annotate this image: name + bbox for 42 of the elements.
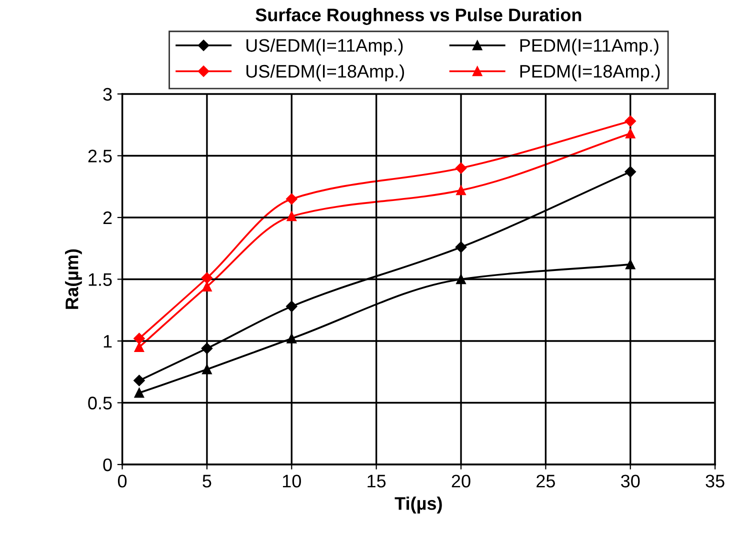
x-tick-label: 35 (706, 474, 724, 488)
y-tick-label: 1 (104, 335, 112, 348)
x-tick-label: 10 (282, 474, 301, 488)
point (134, 342, 144, 352)
y-tick-label: 3 (103, 88, 112, 101)
point (286, 193, 298, 205)
point (455, 162, 467, 174)
point (456, 185, 466, 196)
point (286, 334, 296, 344)
x-tick-label: 30 (621, 474, 640, 488)
point (202, 364, 212, 374)
point (201, 272, 213, 284)
legend-label: US/EDM(I=18Amp.) (246, 64, 404, 82)
y-tick-label: 1.5 (88, 273, 112, 286)
x-tick-label: 15 (368, 474, 386, 488)
y-tick-label: 0 (103, 458, 112, 472)
legend-label: PEDM(I=18Amp.) (520, 64, 660, 82)
point (134, 374, 145, 386)
point (202, 282, 212, 292)
x-tick-label: 20 (452, 474, 470, 488)
chart-title: Surface Roughness vs Pulse Duration (256, 8, 582, 25)
x-tick-label: 5 (202, 474, 212, 488)
y-axis-title: Ra(µm) (65, 249, 82, 309)
x-axis-title: Ti(µs) (394, 496, 442, 514)
point (455, 242, 467, 253)
point (286, 211, 296, 222)
point (624, 116, 636, 127)
legend-label: PEDM(I=11Amp.) (520, 38, 658, 56)
point (626, 128, 636, 138)
y-tick-label: 2.5 (88, 150, 112, 162)
point (456, 274, 466, 284)
y-tick-label: 2 (103, 211, 112, 224)
x-tick-label: 25 (536, 474, 555, 488)
y-tick-label: 0.5 (88, 396, 112, 410)
point (134, 388, 144, 398)
point (134, 332, 145, 344)
point (624, 166, 636, 178)
legend-label: US/EDM(I=11Amp.) (246, 38, 403, 56)
point (286, 300, 298, 312)
x-tick-label: 0 (118, 474, 127, 488)
point (626, 260, 636, 270)
point (201, 342, 213, 354)
